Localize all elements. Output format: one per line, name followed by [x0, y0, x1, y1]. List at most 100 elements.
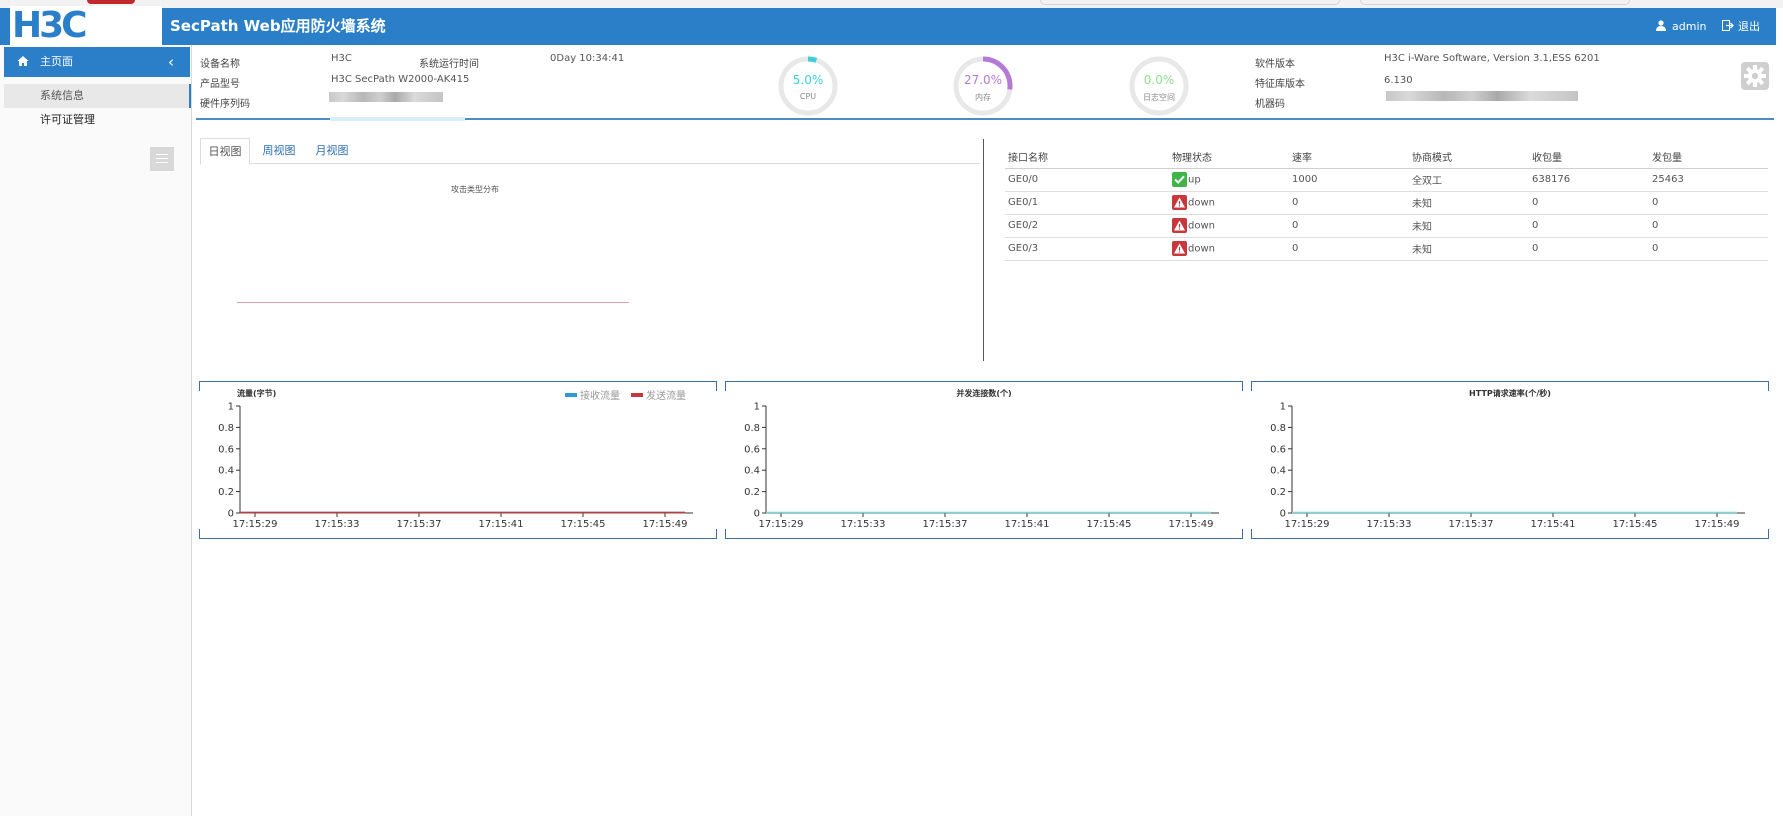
legend-recv-swatch	[565, 393, 577, 397]
speed: 1000	[1289, 168, 1409, 192]
y-tick-label: 1	[754, 402, 760, 413]
app-title: SecPath Web应用防火墙系统	[170, 17, 386, 35]
memory-gauge-value: 27.0%	[963, 73, 1003, 87]
menu-toggle-button[interactable]	[150, 147, 174, 171]
duplex-mode: 未知	[1409, 237, 1529, 261]
interface-name: GE0/2	[1005, 214, 1169, 238]
x-tick-label: 17:15:37	[1449, 519, 1494, 530]
sidebar-item-system-info[interactable]: 系统信息	[4, 84, 191, 108]
status-down-warning-icon	[1172, 195, 1187, 210]
log-space-gauge-value: 0.0%	[1143, 73, 1175, 87]
browser-strip	[0, 0, 1783, 8]
x-tick-label: 17:15:29	[759, 519, 804, 530]
tx-packets: 0	[1649, 237, 1768, 261]
x-tick-label: 17:15:49	[1169, 519, 1214, 530]
browser-search-bar[interactable]	[1360, 0, 1630, 5]
interface-name: GE0/3	[1005, 237, 1169, 261]
cpu-gauge-value: 5.0%	[792, 73, 824, 87]
x-tick-label: 17:15:33	[315, 519, 360, 530]
info-divider	[196, 118, 1774, 120]
http-rate-chart-svg: 0 0.2 0.4 0.6 0.8 1 17:15:29 17:15:33 17:15:37 17…	[1270, 402, 1745, 530]
x-tick-label: 17:15:49	[643, 519, 688, 530]
log-space-gauge-label: 日志空间	[1143, 93, 1175, 102]
y-tick-label: 0.6	[218, 444, 234, 455]
sidebar-home-label: 主页面	[40, 55, 73, 68]
http-rate-chart-panel: 0 0.2 0.4 0.6 0.8 1 17:15:29 17:15:33 17:15:37 17…	[1251, 381, 1769, 539]
user-menu[interactable]: admin	[1656, 8, 1706, 45]
tab-day-view[interactable]: 日视图	[200, 138, 250, 165]
y-tick-label: 0	[754, 509, 760, 520]
browser-address-bar[interactable]	[1040, 0, 1340, 5]
traffic-chart-svg: 0 0.2 0.4 0.6 0.8 1 17:15:29 17:15:33 17:15:37 17…	[218, 402, 693, 530]
gear-icon[interactable]	[1741, 62, 1769, 90]
tx-packets: 0	[1649, 191, 1768, 215]
x-tick-label: 17:15:33	[1367, 519, 1412, 530]
h3c-logo: H3C	[10, 6, 162, 46]
y-tick-label: 0.2	[218, 487, 234, 498]
software-value: H3C i-Ware Software, Version 3.1,ESS 620…	[1384, 53, 1600, 64]
logout-button[interactable]: 退出	[1722, 8, 1760, 45]
view-tabs: 日视图 周视图 月视图	[200, 138, 980, 165]
browser-tab[interactable]	[87, 0, 135, 4]
speed: 0	[1289, 191, 1409, 215]
connections-chart-svg: 0 0.2 0.4 0.6 0.8 1 17:15:29 17:15:33 17:15:37 17…	[744, 402, 1219, 530]
table-row: GE0/3 down 0 未知 0 0	[1005, 237, 1768, 261]
user-icon	[1656, 20, 1666, 31]
tab-week-view[interactable]: 周视图	[262, 144, 296, 157]
y-tick-label: 0.4	[218, 466, 234, 477]
col-speed: 速率	[1289, 145, 1409, 169]
username: admin	[1672, 20, 1707, 33]
y-tick-label: 0.6	[1270, 444, 1286, 455]
tab-month-view[interactable]: 月视图	[315, 144, 349, 157]
rx-packets: 638176	[1529, 168, 1649, 192]
app-header: H3C SecPath Web应用防火墙系统 admin 退出	[0, 6, 1776, 46]
y-tick-label: 0	[228, 509, 234, 520]
tx-packets: 25463	[1649, 168, 1768, 192]
connections-chart-panel: 0 0.2 0.4 0.6 0.8 1 17:15:29 17:15:33 17:15:37 17…	[725, 381, 1243, 539]
sidebar-home[interactable]: 主页面 ‹	[4, 47, 190, 77]
legend-send[interactable]: 发送流量	[631, 387, 686, 402]
duplex-mode: 全双工	[1409, 168, 1529, 192]
status-text: up	[1188, 174, 1201, 186]
x-tick-label: 17:15:41	[1531, 519, 1576, 530]
y-tick-label: 0.4	[744, 466, 760, 477]
http-rate-chart-title: HTTP请求速率(个/秒)	[1469, 389, 1551, 398]
x-tick-label: 17:15:29	[1285, 519, 1330, 530]
x-tick-label: 17:15:29	[233, 519, 278, 530]
x-tick-label: 17:15:45	[561, 519, 606, 530]
col-physical-status: 物理状态	[1169, 145, 1289, 169]
memory-gauge: 27.0% 内存	[951, 54, 1015, 118]
x-tick-label: 17:15:41	[479, 519, 524, 530]
rx-packets: 0	[1529, 237, 1649, 261]
device-name-value: H3C	[331, 53, 352, 64]
y-tick-label: 0.8	[1270, 423, 1286, 434]
sidebar: 主页面 ‹ 系统信息 许可证管理	[0, 45, 192, 816]
legend-recv[interactable]: 接收流量	[565, 387, 620, 402]
status-text: down	[1188, 220, 1215, 232]
x-tick-label: 17:15:37	[923, 519, 968, 530]
interface-name: GE0/0	[1005, 168, 1169, 192]
physical-status: down	[1169, 191, 1289, 215]
x-tick-label: 17:15:49	[1695, 519, 1740, 530]
serial-label: 硬件序列码	[200, 99, 250, 110]
y-tick-label: 0.6	[744, 444, 760, 455]
connections-chart-title: 并发连接数(个)	[956, 389, 1012, 398]
x-tick-label: 17:15:41	[1005, 519, 1050, 530]
sidebar-collapse-button[interactable]: ‹	[168, 53, 174, 71]
status-down-warning-icon	[1172, 241, 1187, 256]
y-tick-label: 1	[1280, 402, 1286, 413]
model-value: H3C SecPath W2000-AK415	[331, 74, 470, 85]
y-tick-label: 0.2	[1270, 487, 1286, 498]
y-tick-label: 1	[228, 402, 234, 413]
x-tick-label: 17:15:45	[1613, 519, 1658, 530]
physical-status: down	[1169, 214, 1289, 238]
table-header-row: 接口名称 物理状态 速率 协商模式 收包量 发包量	[1005, 145, 1768, 169]
sidebar-item-license[interactable]: 许可证管理	[40, 113, 95, 126]
y-tick-label: 0.8	[744, 423, 760, 434]
legend-send-swatch	[631, 393, 643, 397]
col-tx-packets: 发包量	[1649, 145, 1768, 169]
traffic-chart-title: 流量(字节)	[237, 389, 277, 398]
signature-value: 6.130	[1384, 75, 1413, 86]
legend-send-label: 发送流量	[646, 391, 686, 402]
table-row: GE0/1 down 0 未知 0 0	[1005, 191, 1768, 215]
